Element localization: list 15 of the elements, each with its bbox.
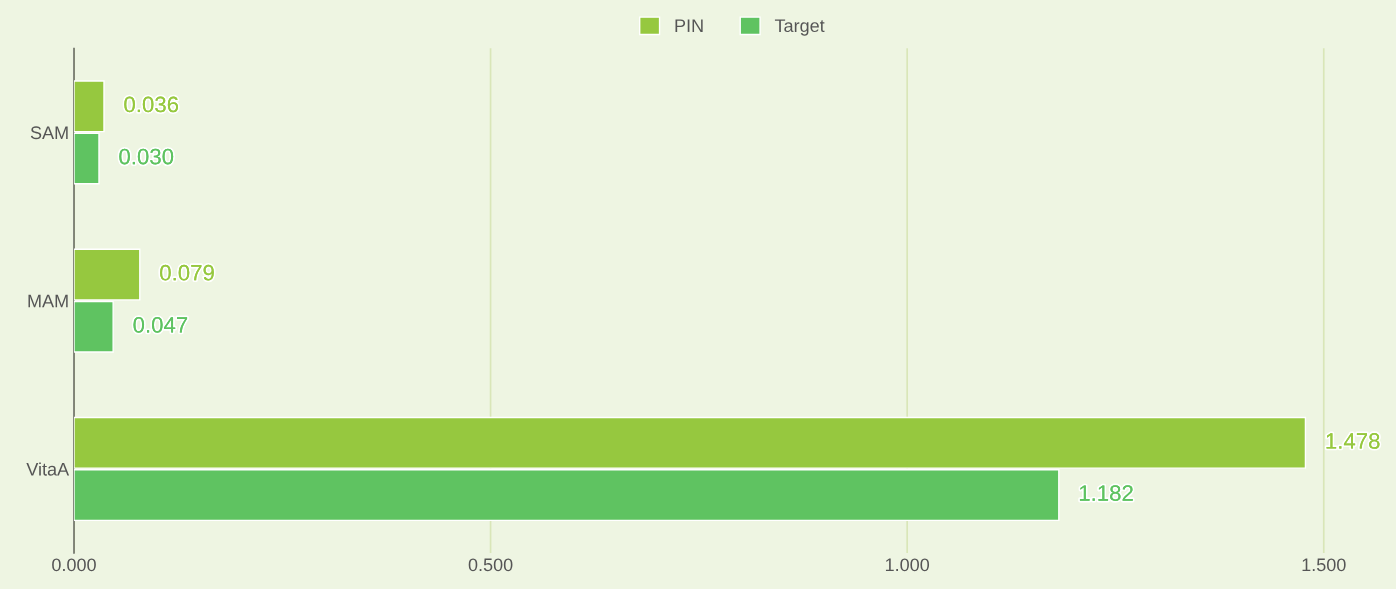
x-tick-label: 0.500 bbox=[468, 558, 513, 572]
data-label: 1.478 bbox=[1326, 433, 1380, 449]
data-label: 0.047 bbox=[133, 316, 188, 333]
y-tick-label: VitaA bbox=[26, 462, 70, 476]
x-tick-label: 1.000 bbox=[885, 558, 930, 572]
y-tick-label: MAM bbox=[28, 294, 68, 308]
x-tick-label: 0.000 bbox=[52, 558, 96, 572]
data-label: 0.030 bbox=[119, 148, 174, 165]
data-label: 1.182 bbox=[1079, 485, 1133, 501]
y-tick-label: SAM bbox=[30, 126, 68, 140]
legend-label: PIN bbox=[675, 19, 703, 32]
legend-label: Target bbox=[774, 19, 825, 36]
x-tick-label: 1.500 bbox=[1302, 558, 1346, 572]
data-label: 0.036 bbox=[124, 96, 179, 113]
data-label: 0.079 bbox=[160, 264, 214, 281]
